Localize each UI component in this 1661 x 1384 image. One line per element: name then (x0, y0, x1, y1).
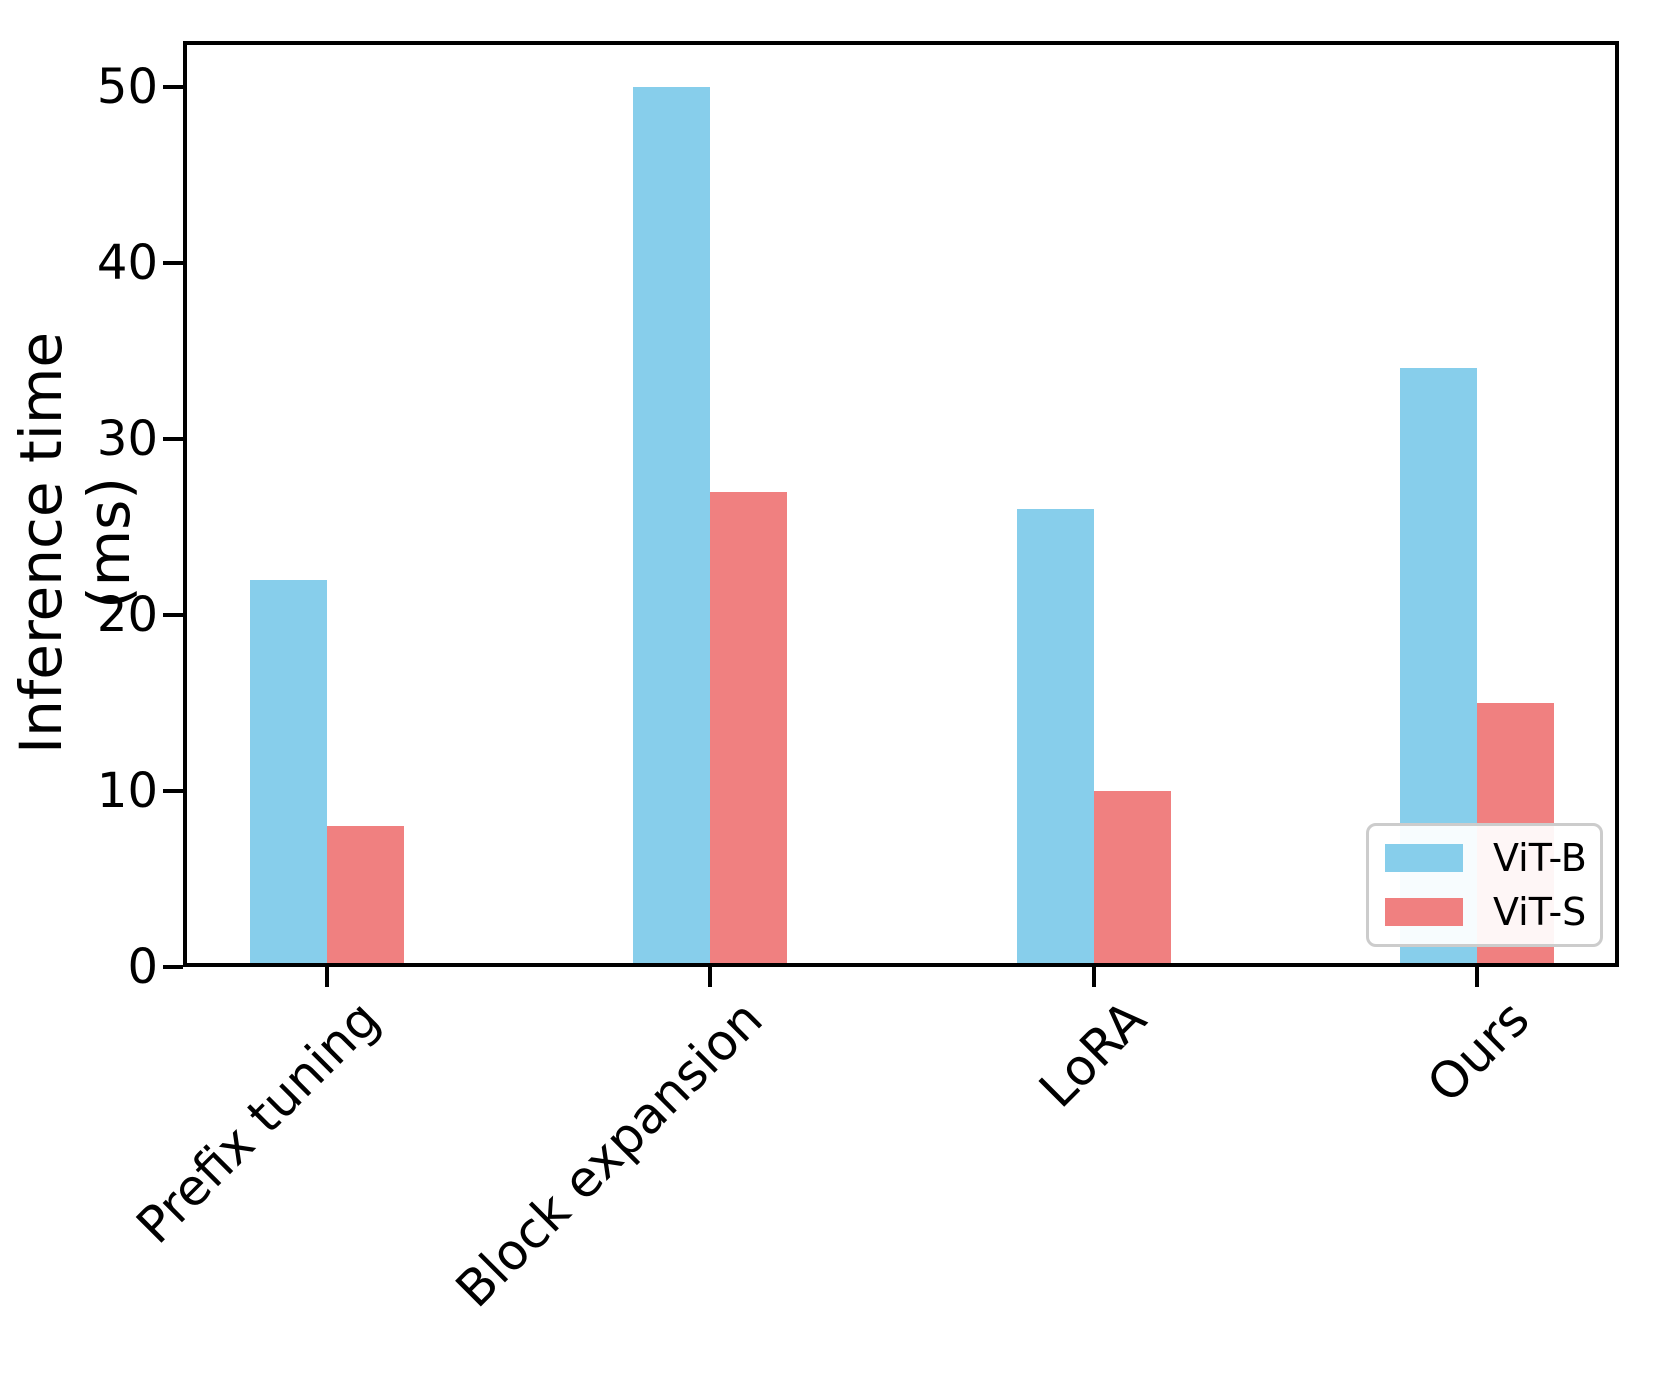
y-tick-mark-0 (163, 965, 183, 969)
legend-label-vit-b: ViT-B (1493, 836, 1587, 880)
x-tick-label-ours: Ours (1416, 989, 1541, 1114)
y-axis-label: Inference time (ms) (7, 331, 143, 755)
bar-vit-s-prefix-tuning (327, 826, 404, 967)
legend: ViT-B ViT-S (1366, 823, 1603, 947)
y-tick-label-20: 20 (96, 586, 158, 643)
x-tick-mark-lora (1091, 967, 1096, 987)
x-tick-mark-block-expansion (708, 967, 713, 987)
bar-vit-b-block-expansion (633, 86, 711, 967)
y-tick-label-40: 40 (96, 234, 158, 291)
legend-entry-vit-b: ViT-B (1385, 839, 1600, 877)
x-tick-mark-ours (1475, 967, 1479, 987)
bar-vit-s-lora (1093, 790, 1171, 967)
y-tick-label-50: 50 (96, 58, 158, 115)
y-tick-mark-50 (163, 84, 183, 89)
y-tick-mark-30 (163, 436, 183, 441)
x-tick-mark-prefix-tuning (325, 967, 329, 987)
y-tick-mark-20 (163, 612, 183, 617)
bar-vit-b-prefix-tuning (250, 579, 327, 967)
y-tick-mark-40 (163, 260, 183, 265)
legend-label-vit-s: ViT-S (1493, 890, 1587, 934)
x-tick-label-lora: LoRA (1028, 989, 1158, 1119)
bar-vit-s-block-expansion (710, 491, 788, 967)
bar-vit-b-lora (1016, 509, 1094, 967)
legend-entry-vit-s: ViT-S (1385, 893, 1600, 931)
legend-swatch-vit-s (1385, 898, 1463, 926)
y-tick-label-30: 30 (96, 410, 158, 467)
x-tick-label-block-expansion: Block expansion (445, 989, 775, 1319)
legend-swatch-vit-b (1385, 844, 1463, 872)
x-tick-label-prefix-tuning: Prefix tuning (125, 989, 391, 1255)
y-tick-mark-10 (163, 788, 183, 793)
y-tick-label-10: 10 (96, 762, 158, 819)
y-tick-label-0: 0 (127, 939, 158, 995)
